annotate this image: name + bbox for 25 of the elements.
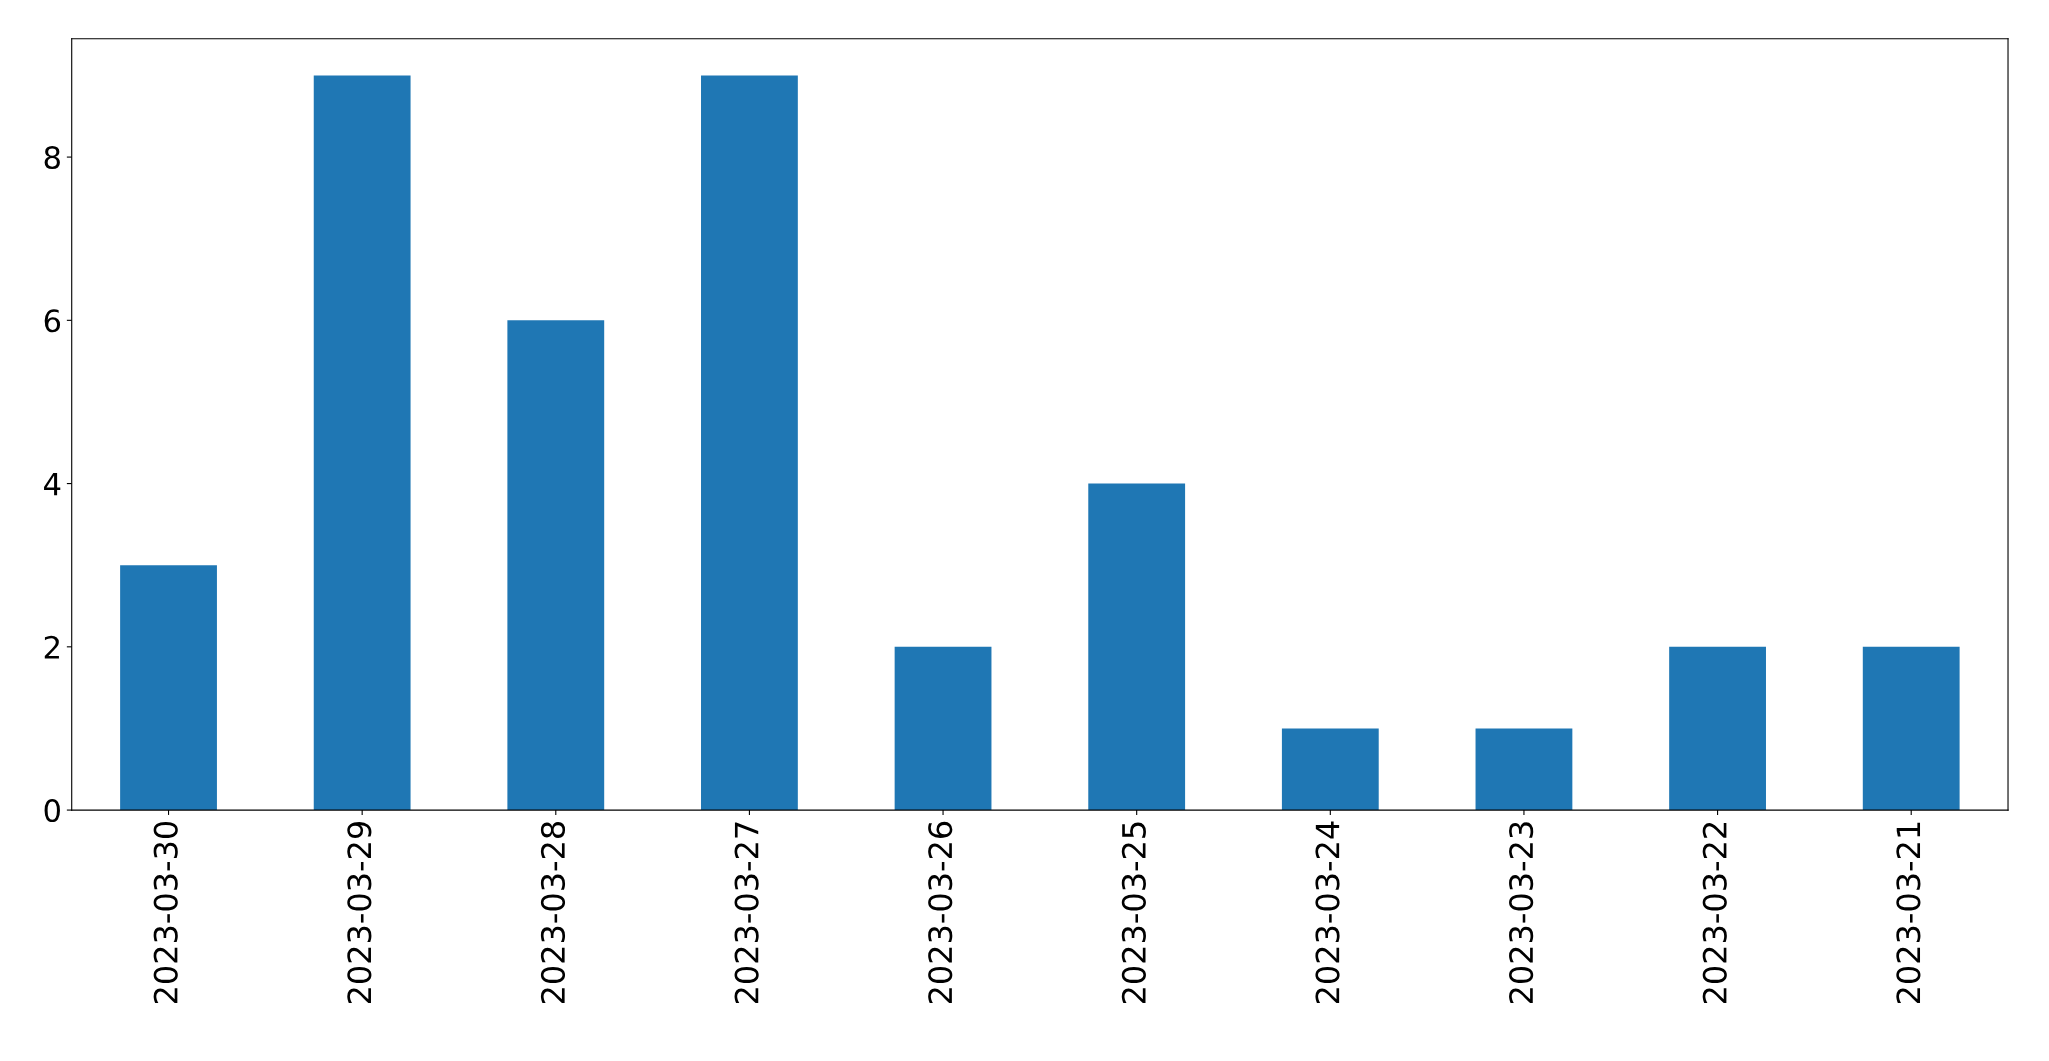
bar (313, 75, 411, 811)
bar (1475, 728, 1573, 811)
bar (1669, 646, 1766, 811)
bar (507, 320, 605, 811)
bar (894, 646, 992, 811)
x-tick-label: 2023-03-29 (347, 822, 372, 1004)
x-tick-label: 2023-03-21 (1896, 822, 1921, 1004)
bar (1862, 646, 1960, 811)
y-tick-label: 2 (44, 635, 59, 659)
x-tick-label: 2023-03-22 (1702, 823, 1727, 1004)
x-tick-label: 2023-03-25 (1121, 822, 1146, 1004)
x-tick-label: 2023-03-26 (928, 821, 953, 1004)
bar (1281, 728, 1379, 811)
y-tick-label: 8 (44, 146, 60, 170)
y-tick-label: 4 (44, 472, 61, 496)
x-tick-label: 2023-03-24 (1315, 821, 1340, 1004)
bar (1088, 483, 1186, 811)
x-tick-label: 2023-03-28 (540, 821, 566, 1004)
x-tick-label: 2023-03-23 (1509, 822, 1534, 1004)
bar (701, 75, 798, 811)
bar (120, 565, 217, 811)
x-tick-label: 2023-03-27 (734, 822, 759, 1004)
x-tick-label: 2023-03-30 (153, 821, 178, 1004)
y-tick-label: 6 (44, 309, 61, 333)
y-tick-label: 0 (44, 799, 60, 823)
